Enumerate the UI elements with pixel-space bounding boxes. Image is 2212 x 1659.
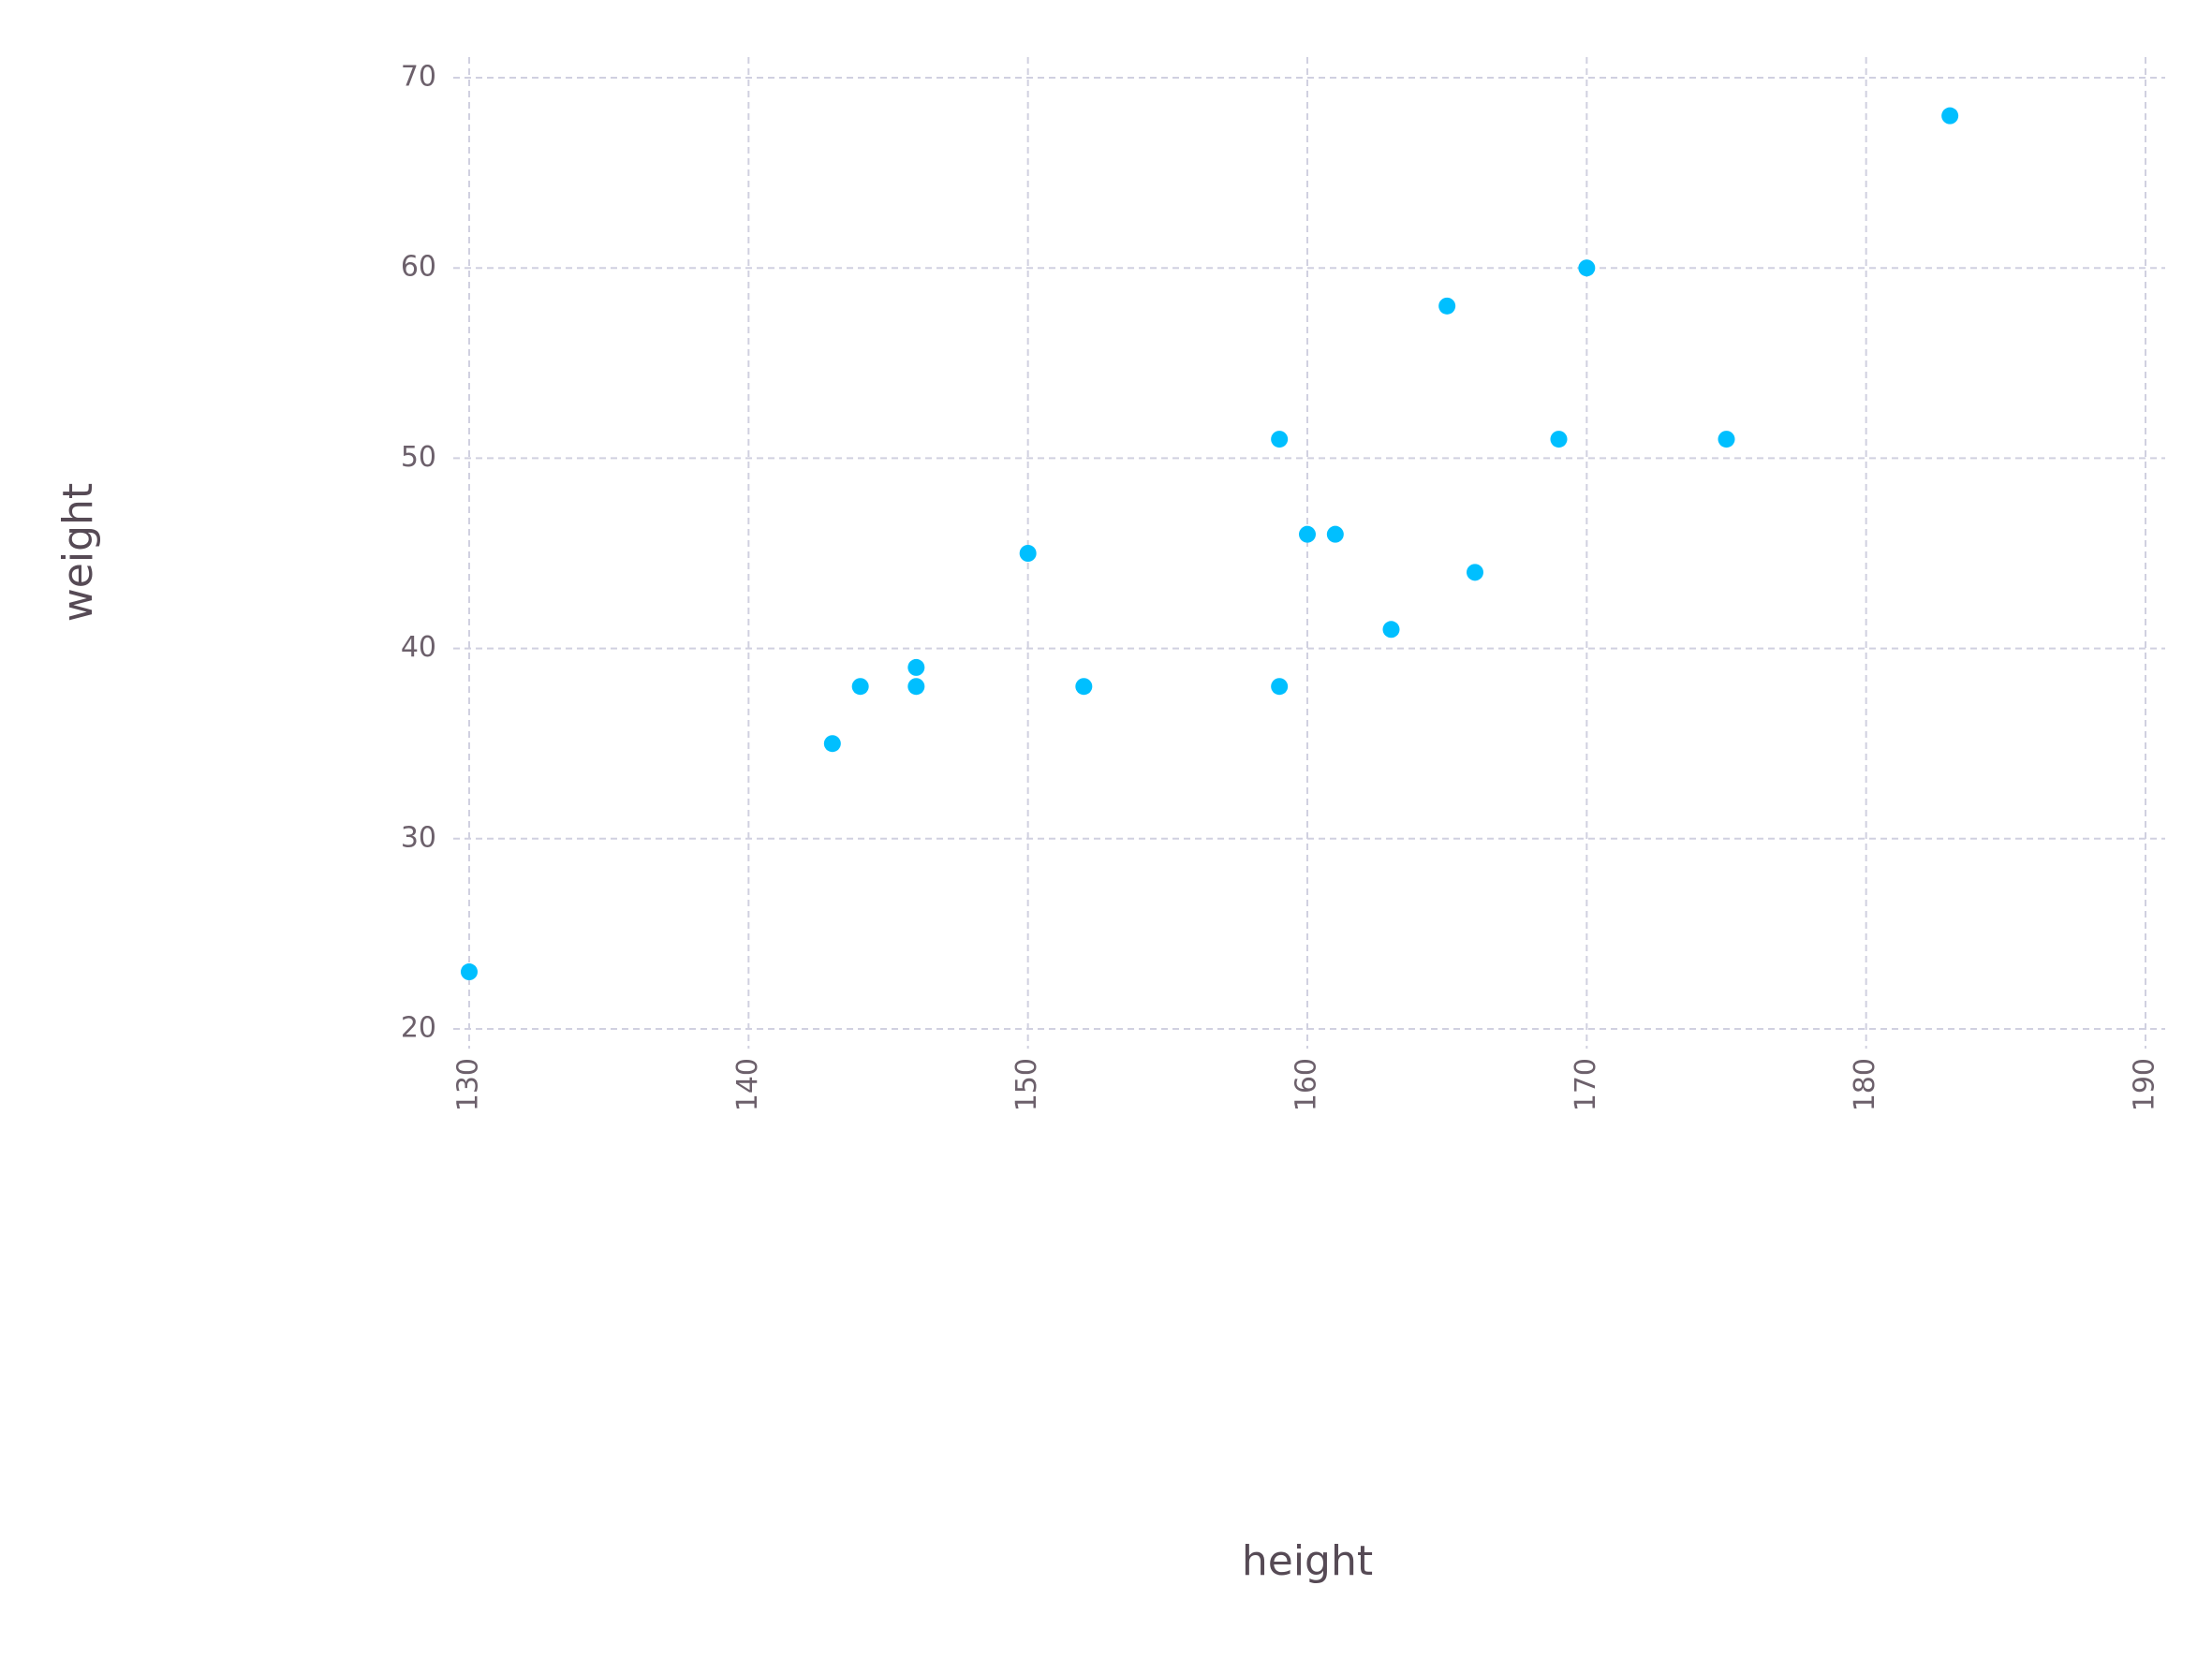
point: [851, 678, 869, 696]
x-tick-label: 150: [1010, 1058, 1043, 1111]
point: [907, 658, 925, 676]
y-tick-label: 60: [401, 251, 436, 284]
point: [1075, 678, 1093, 696]
y-axis-label: weight: [54, 483, 102, 622]
y-tick-label: 40: [401, 631, 436, 664]
x-tick-label: 130: [452, 1058, 485, 1111]
x-tick-label: 190: [2129, 1058, 2161, 1111]
point: [1019, 545, 1037, 562]
point: [1578, 259, 1596, 277]
x-tick-label: 160: [1290, 1058, 1323, 1111]
point: [1299, 525, 1316, 543]
point: [1326, 525, 1344, 543]
point: [1271, 678, 1289, 696]
point: [1550, 431, 1568, 448]
point: [1271, 431, 1289, 448]
point: [1718, 431, 1735, 448]
y-tick-label: 30: [401, 821, 436, 854]
x-tick-label: 170: [1570, 1058, 1602, 1111]
point: [1382, 621, 1400, 639]
y-tick-label: 20: [401, 1012, 436, 1045]
y-tick-label: 50: [401, 441, 436, 474]
point: [1941, 107, 1959, 125]
point: [823, 735, 841, 753]
point: [907, 678, 925, 696]
y-tick-label: 70: [401, 61, 436, 94]
point: [1438, 297, 1456, 315]
x-tick-label: 180: [1849, 1058, 1881, 1111]
x-axis-label: height: [1242, 1537, 1373, 1585]
x-tick-label: 140: [731, 1058, 764, 1111]
point: [461, 963, 478, 981]
point: [1467, 564, 1483, 581]
